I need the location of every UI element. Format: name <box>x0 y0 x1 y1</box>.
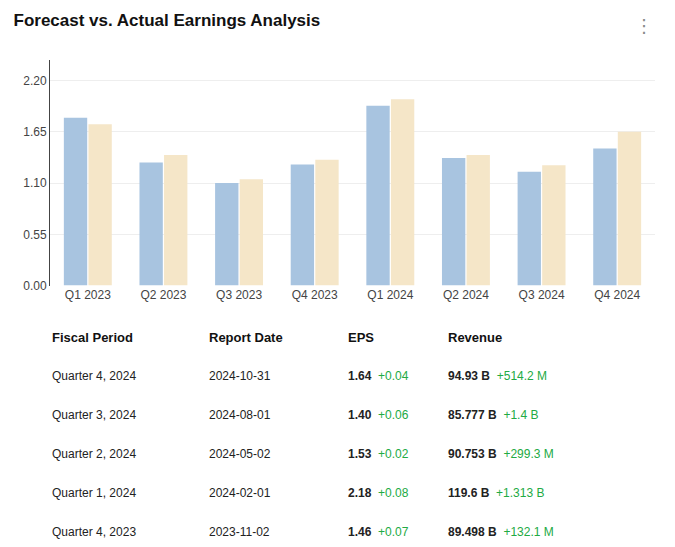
svg-text:1.53 +0.02: 1.53 +0.02 <box>348 447 409 461</box>
svg-text:Quarter 1, 2024: Quarter 1, 2024 <box>52 486 136 500</box>
svg-text:Q1 2023: Q1 2023 <box>65 288 111 302</box>
svg-text:Revenue: Revenue <box>448 330 502 345</box>
svg-text:85.777 B +1.4 B: 85.777 B +1.4 B <box>448 408 538 422</box>
svg-text:1.40 +0.06: 1.40 +0.06 <box>348 408 409 422</box>
svg-text:Q4 2024: Q4 2024 <box>594 288 640 302</box>
svg-text:2024-10-31: 2024-10-31 <box>209 369 271 383</box>
svg-text:2024-08-01: 2024-08-01 <box>209 408 271 422</box>
svg-text:Q4 2023: Q4 2023 <box>292 288 338 302</box>
svg-text:Q2 2024: Q2 2024 <box>443 288 489 302</box>
svg-text:Q2 2023: Q2 2023 <box>140 288 186 302</box>
svg-text:2023-11-02: 2023-11-02 <box>209 525 270 539</box>
svg-text:90.753 B +299.3 M: 90.753 B +299.3 M <box>448 447 554 461</box>
svg-text:Quarter 2, 2024: Quarter 2, 2024 <box>52 447 136 461</box>
svg-text:0.55: 0.55 <box>23 228 47 242</box>
svg-text:1.64 +0.04: 1.64 +0.04 <box>348 369 409 383</box>
svg-text:89.498 B +132.1 M: 89.498 B +132.1 M <box>448 525 554 539</box>
svg-text:Quarter 4, 2023: Quarter 4, 2023 <box>52 525 136 539</box>
svg-text:94.93 B +514.2 M: 94.93 B +514.2 M <box>448 369 547 383</box>
svg-text:Forecast vs. Actual Earnings A: Forecast vs. Actual Earnings Analysis <box>14 11 321 30</box>
svg-text:Quarter 4, 2024: Quarter 4, 2024 <box>52 369 136 383</box>
svg-text:Report Date: Report Date <box>209 330 283 345</box>
svg-text:⋮: ⋮ <box>635 16 653 36</box>
svg-text:2024-05-02: 2024-05-02 <box>209 447 271 461</box>
svg-text:2024-02-01: 2024-02-01 <box>209 486 271 500</box>
svg-text:0.00: 0.00 <box>23 279 47 293</box>
svg-text:Q3 2023: Q3 2023 <box>216 288 262 302</box>
svg-text:2.20: 2.20 <box>23 74 47 88</box>
svg-text:1.46 +0.07: 1.46 +0.07 <box>348 525 409 539</box>
svg-text:2.18 +0.08: 2.18 +0.08 <box>348 486 409 500</box>
svg-text:Fiscal Period: Fiscal Period <box>52 330 133 345</box>
svg-text:Q3 2024: Q3 2024 <box>519 288 565 302</box>
svg-text:119.6 B +1.313 B: 119.6 B +1.313 B <box>448 486 544 500</box>
svg-text:Q1 2024: Q1 2024 <box>367 288 413 302</box>
svg-text:1.10: 1.10 <box>23 176 47 190</box>
svg-text:1.65: 1.65 <box>23 125 47 139</box>
svg-text:Quarter 3, 2024: Quarter 3, 2024 <box>52 408 136 422</box>
svg-text:EPS: EPS <box>348 330 374 345</box>
